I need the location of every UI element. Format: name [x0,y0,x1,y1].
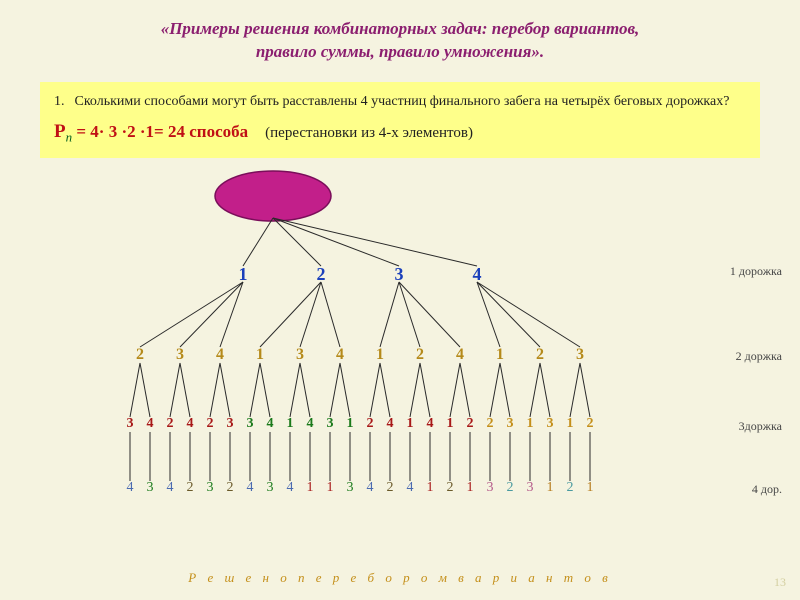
l2-node: 4 [440,346,480,364]
level-3-label: 3доржка [739,419,782,434]
title-line-1: «Примеры решения комбинаторных задач: пе… [40,18,760,41]
l3-node: 3 [540,416,560,432]
l3-node: 2 [480,416,500,432]
l1-node: 1 [204,264,282,285]
footer-caption: Р е ш е н о п е р е б о р о м в а р и а … [0,570,800,586]
l4-node: 3 [260,480,280,496]
l2-node: 4 [320,346,360,364]
l3-node: 4 [420,416,440,432]
l3-node: 1 [400,416,420,432]
l3-node: 2 [360,416,380,432]
l4-node: 4 [240,480,260,496]
l3-node: 3 [320,416,340,432]
l3-node: 3 [220,416,240,432]
l4-node: 3 [140,480,160,496]
l4-node: 1 [460,480,480,496]
slide-title: «Примеры решения комбинаторных задач: пе… [0,0,800,74]
formula-sub: n [66,130,73,145]
l1-node: 2 [282,264,360,285]
l3-node: 2 [200,416,220,432]
l2-node: 1 [240,346,280,364]
l3-node: 4 [300,416,320,432]
formula-paren: (перестановки из 4-х элементов) [265,125,473,141]
l2-node: 2 [400,346,440,364]
problem-text: Сколькими способами могут быть расставле… [75,92,730,112]
l3-node: 4 [140,416,160,432]
l4-node: 4 [120,480,140,496]
l2-node: 3 [160,346,200,364]
l4-node: 4 [280,480,300,496]
level-4-label: 4 дор. [752,482,782,497]
problem-box: 1. Сколькими способами могут быть расста… [40,82,760,158]
l4-node: 3 [340,480,360,496]
l2-node: 2 [520,346,560,364]
l2-node: 2 [120,346,160,364]
l4-node: 4 [400,480,420,496]
l4-node: 1 [540,480,560,496]
formula-P: P [54,121,66,142]
tree-level-1: 1234 [0,264,720,285]
formula-equation: = 4· 3 ·2 ·1= 24 способа [76,122,248,141]
l2-node: 1 [480,346,520,364]
l4-node: 3 [520,480,540,496]
l3-node: 1 [280,416,300,432]
title-line-2: правило суммы, правило умножения». [40,41,760,64]
l3-node: 3 [120,416,140,432]
l4-node: 1 [300,480,320,496]
l4-node: 2 [380,480,400,496]
l4-node: 1 [420,480,440,496]
page-number: 13 [774,575,786,590]
tree-level-3: 342423341431241412231312 [0,416,720,432]
tree-level-4: 434232434113424121323121 [0,480,720,496]
l4-node: 2 [180,480,200,496]
tree-level-2: 234134124123 [0,346,720,364]
l4-node: 2 [560,480,580,496]
l2-node: 3 [280,346,320,364]
l3-node: 4 [260,416,280,432]
l4-node: 4 [360,480,380,496]
l3-node: 1 [340,416,360,432]
l1-node: 3 [360,264,438,285]
formula: Pn = 4· 3 ·2 ·1= 24 способа (перестановк… [54,121,746,145]
l4-node: 1 [580,480,600,496]
l4-node: 1 [320,480,340,496]
l3-node: 1 [440,416,460,432]
problem-text-row: 1. Сколькими способами могут быть расста… [54,92,746,112]
l4-node: 2 [500,480,520,496]
l3-node: 4 [180,416,200,432]
l4-node: 3 [480,480,500,496]
level-1-label: 1 дорожка [730,264,782,279]
l4-node: 2 [220,480,240,496]
l4-node: 3 [200,480,220,496]
l2-node: 1 [360,346,400,364]
l4-node: 4 [160,480,180,496]
l3-node: 4 [380,416,400,432]
l3-node: 3 [240,416,260,432]
l1-node: 4 [438,264,516,285]
l3-node: 2 [580,416,600,432]
l3-node: 3 [500,416,520,432]
l3-node: 1 [520,416,540,432]
tree-diagram: 1234 234134124123 3424233414312414122313… [0,164,800,544]
l3-node: 1 [560,416,580,432]
l2-node: 4 [200,346,240,364]
l2-node: 3 [560,346,600,364]
l3-node: 2 [460,416,480,432]
l4-node: 2 [440,480,460,496]
l3-node: 2 [160,416,180,432]
problem-number: 1. [54,92,65,112]
level-2-label: 2 доржка [736,349,782,364]
